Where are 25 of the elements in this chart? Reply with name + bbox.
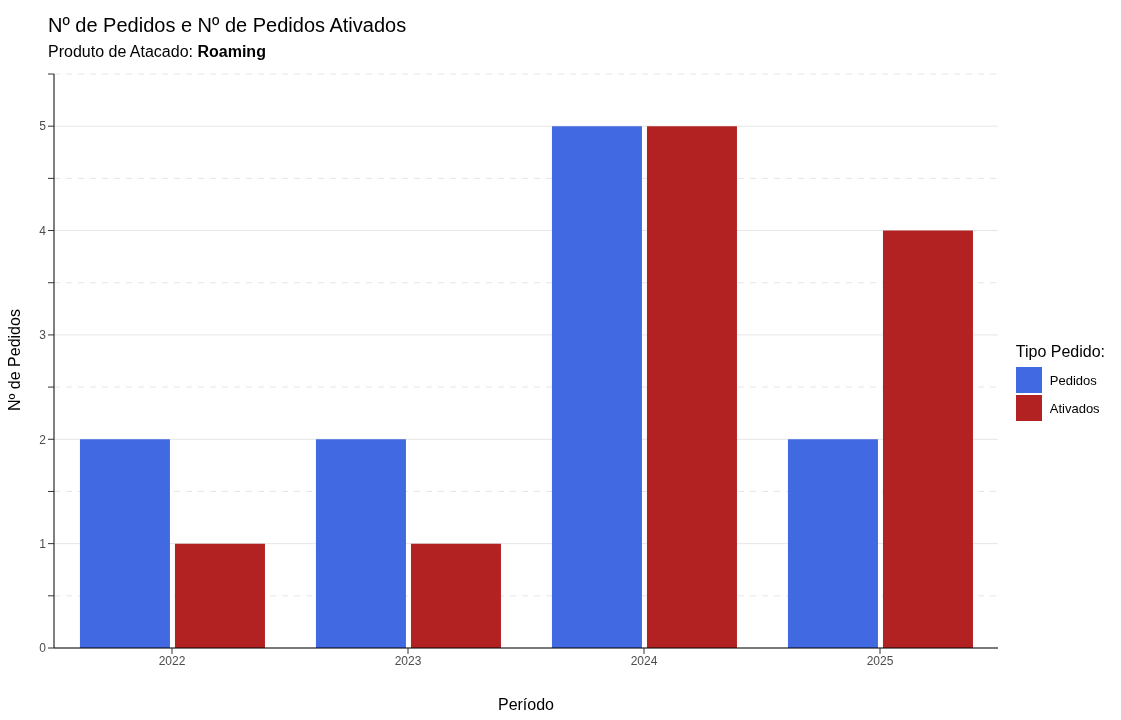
y-tick-label: 2 <box>39 432 47 447</box>
x-tick-label: 2023 <box>394 653 422 668</box>
x-tick-label: 2024 <box>630 653 658 668</box>
y-tick-label: 5 <box>39 119 47 134</box>
chart-title: Nº de Pedidos e Nº de Pedidos Ativados <box>48 14 407 37</box>
bar <box>787 439 878 648</box>
legend-label: Pedidos <box>1048 371 1098 390</box>
y-tick-label: 0 <box>39 641 47 656</box>
x-tick-label: 2022 <box>158 653 186 668</box>
x-axis-title: Período <box>497 696 555 713</box>
chart-subtitle: Produto de Atacado: Roaming <box>48 43 266 61</box>
bar <box>174 543 265 648</box>
y-tick-label: 4 <box>39 223 47 238</box>
y-tick-label: 1 <box>39 536 47 551</box>
bar <box>882 230 973 648</box>
x-tick-label: 2025 <box>866 653 894 668</box>
legend-title: Tipo Pedido: <box>1015 343 1105 361</box>
legend-label: Ativados <box>1048 399 1101 418</box>
bar <box>551 126 642 648</box>
bar <box>646 126 737 648</box>
bar <box>315 439 406 648</box>
bar <box>410 543 501 648</box>
bar <box>79 439 170 648</box>
y-tick-label: 3 <box>39 328 47 343</box>
y-axis-title: Nº de Pedidos <box>5 309 23 411</box>
